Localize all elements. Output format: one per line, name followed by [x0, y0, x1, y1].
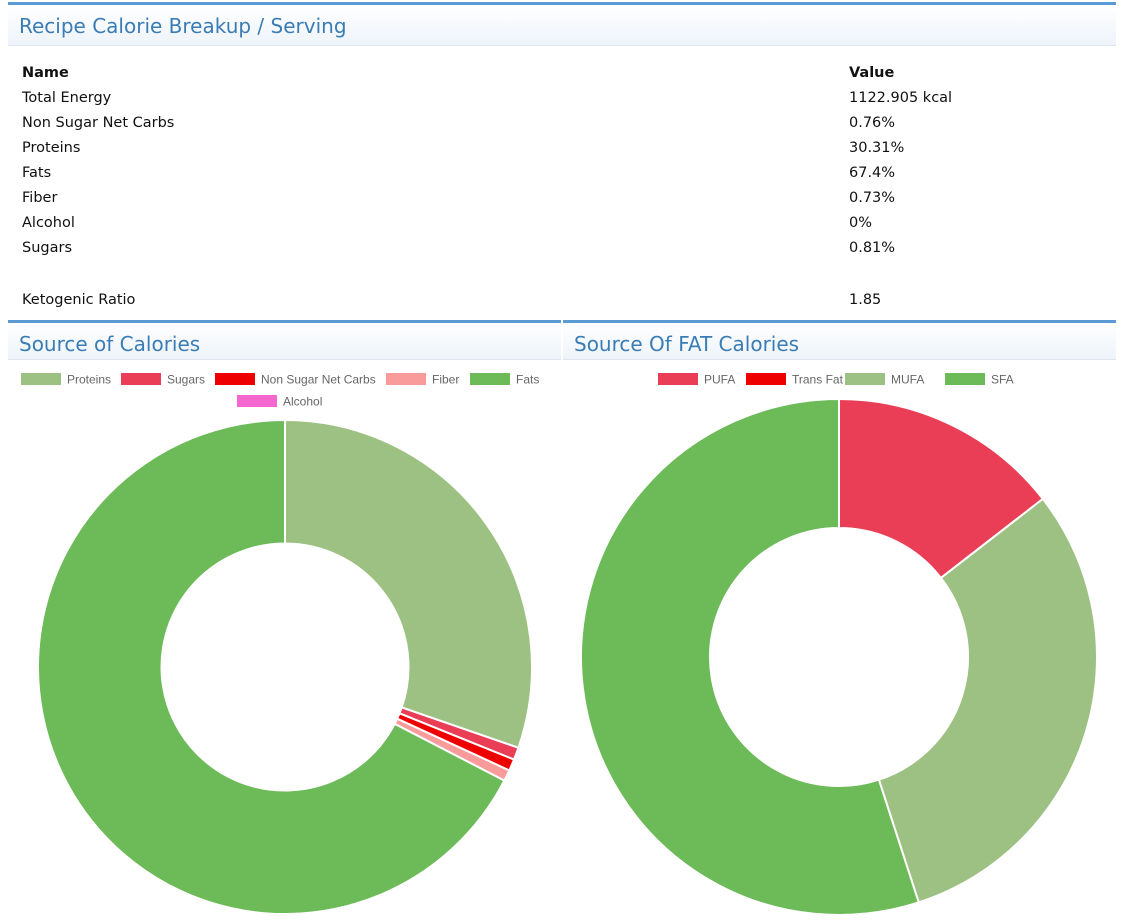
- source-of-fat-header: Source Of FAT Calories: [563, 320, 1116, 360]
- slice-fats[interactable]: [37, 418, 506, 915]
- legend-swatch: [746, 373, 786, 385]
- legend-item-sfa[interactable]: SFA: [945, 373, 1014, 387]
- legend-label: Fats: [516, 373, 539, 387]
- table-row: Ketogenic Ratio 1.85: [22, 287, 952, 312]
- table-row: Proteins 30.31%: [22, 135, 952, 160]
- row-value: 0.76%: [849, 114, 896, 131]
- legend-label: Trans Fat: [792, 373, 844, 387]
- row-value: 67.4%: [849, 164, 896, 181]
- slice-pufa[interactable]: [838, 397, 1045, 580]
- legend-item-non-sugar-net-carbs[interactable]: Non Sugar Net Carbs: [215, 373, 376, 387]
- row-name: Alcohol: [22, 214, 75, 231]
- legend-item-proteins[interactable]: Proteins: [21, 373, 111, 387]
- slice-mufa[interactable]: [877, 497, 1098, 904]
- calorie-breakup-title: Recipe Calorie Breakup / Serving: [19, 14, 347, 38]
- legend-swatch: [237, 395, 277, 407]
- row-name: Total Energy: [22, 89, 112, 106]
- legend-item-fats[interactable]: Fats: [470, 373, 539, 387]
- legend-swatch: [945, 373, 985, 385]
- calories-donut-chart: Proteins Sugars Non Sugar Net Carbs Fiber Fa…: [21, 373, 539, 915]
- legend-swatch: [21, 373, 61, 385]
- legend-swatch: [386, 373, 426, 385]
- chart-legend: Proteins Sugars Non Sugar Net Carbs Fiber Fa…: [21, 373, 539, 409]
- calorie-breakup-header: Recipe Calorie Breakup / Serving: [8, 2, 1116, 46]
- table-row: Alcohol 0%: [22, 210, 952, 235]
- keto-ratio-value: 1.85: [849, 291, 882, 308]
- legend-swatch: [121, 373, 161, 385]
- chart-legend: PUFA Trans Fat MUFA SFA: [658, 373, 1014, 387]
- slice-proteins[interactable]: [284, 418, 533, 750]
- source-of-calories-header: Source of Calories: [8, 320, 561, 360]
- table-row: Fiber 0.73%: [22, 185, 952, 210]
- legend-label: SFA: [991, 373, 1014, 387]
- table-row: Non Sugar Net Carbs 0.76%: [22, 110, 952, 135]
- row-value: 1122.905 kcal: [849, 89, 953, 106]
- table-row: Sugars 0.81%: [22, 235, 952, 260]
- row-value: 30.31%: [849, 139, 905, 156]
- legend-label: Sugars: [167, 373, 205, 387]
- legend-item-pufa[interactable]: PUFA: [658, 373, 735, 387]
- source-of-calories-panel: Source of Calories Proteins Sugars Non Sug…: [8, 320, 561, 924]
- source-of-fat-title: Source Of FAT Calories: [574, 332, 800, 356]
- legend-label: Non Sugar Net Carbs: [261, 373, 376, 387]
- legend-swatch: [470, 373, 510, 385]
- row-value: 0%: [849, 214, 873, 231]
- legend-label: MUFA: [891, 373, 924, 387]
- row-value: 0.73%: [849, 189, 896, 206]
- source-of-fat-panel: Source Of FAT Calories PUFA Trans Fat MUFA…: [563, 320, 1116, 924]
- name-column-header: Name: [22, 64, 69, 81]
- legend-label: PUFA: [704, 373, 735, 387]
- calorie-breakup-table: Name Value Total Energy 1122.905 kcal Non…: [22, 60, 952, 312]
- legend-item-trans-fat[interactable]: Trans Fat: [746, 373, 844, 387]
- legend-swatch: [658, 373, 698, 385]
- row-value: 0.81%: [849, 239, 896, 256]
- calorie-breakup-panel: Recipe Calorie Breakup / Serving Name Va…: [8, 2, 1116, 318]
- row-name: Fats: [22, 164, 52, 181]
- legend-label: Fiber: [432, 373, 459, 387]
- legend-swatch: [845, 373, 885, 385]
- row-name: Proteins: [22, 139, 81, 156]
- legend-swatch: [215, 373, 255, 385]
- row-name: Fiber: [22, 189, 58, 206]
- table-row: Total Energy 1122.905 kcal: [22, 85, 952, 110]
- table-spacer-row: [22, 260, 952, 287]
- legend-label: Alcohol: [283, 395, 322, 409]
- keto-ratio-name: Ketogenic Ratio: [22, 291, 136, 308]
- legend-label: Proteins: [67, 373, 111, 387]
- legend-item-alcohol[interactable]: Alcohol: [237, 395, 322, 409]
- slice-sfa[interactable]: [580, 397, 920, 916]
- row-name: Non Sugar Net Carbs: [22, 114, 175, 131]
- legend-item-fiber[interactable]: Fiber: [386, 373, 459, 387]
- table-header-row: Name Value: [22, 60, 952, 85]
- legend-item-sugars[interactable]: Sugars: [121, 373, 205, 387]
- legend-item-mufa[interactable]: MUFA: [845, 373, 924, 387]
- row-name: Sugars: [22, 239, 72, 256]
- table-row: Fats 67.4%: [22, 160, 952, 185]
- value-column-header: Value: [849, 64, 895, 81]
- fat-donut-chart: PUFA Trans Fat MUFA SFA: [580, 373, 1098, 916]
- source-of-calories-title: Source of Calories: [19, 332, 201, 356]
